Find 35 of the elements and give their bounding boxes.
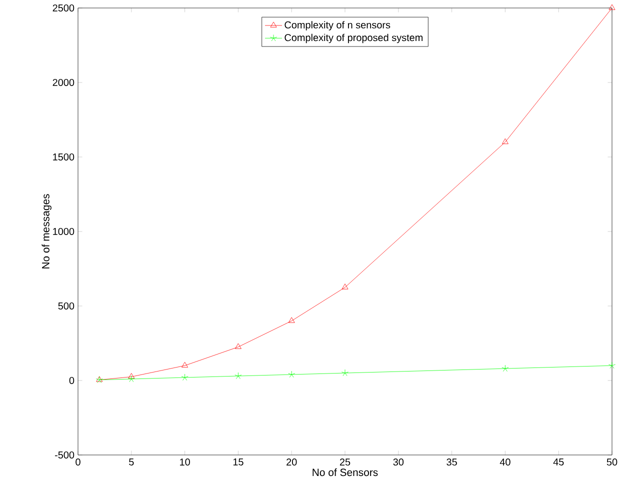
point xyxy=(341,369,349,376)
y-tick-label: 2500 xyxy=(52,4,74,12)
x-tick-label: 45 xyxy=(553,458,564,466)
y-tick-label: 0 xyxy=(69,376,74,384)
legend-label: Complexity of proposed system xyxy=(284,34,423,44)
legend-label: Complexity of n sensors xyxy=(284,21,390,30)
x-tick-label: 20 xyxy=(286,458,297,466)
y-tick-label: 1500 xyxy=(53,153,74,161)
x-tick-label: 30 xyxy=(393,458,404,466)
x-tick-label: 35 xyxy=(446,458,457,466)
point xyxy=(502,138,508,144)
point xyxy=(128,375,135,382)
point xyxy=(608,4,616,10)
point xyxy=(342,284,348,290)
y-tick-label: 500 xyxy=(58,302,74,310)
point xyxy=(288,370,296,378)
point xyxy=(234,372,242,380)
point xyxy=(234,343,242,349)
y-tick-label: 2000 xyxy=(52,78,74,86)
x-tick-label: 0 xyxy=(76,458,80,466)
x-tick-label: 5 xyxy=(129,458,134,466)
x-tick-label: 50 xyxy=(606,458,618,466)
point xyxy=(128,373,135,379)
x-tick-label: 15 xyxy=(233,458,244,466)
point xyxy=(182,362,188,368)
point xyxy=(181,374,188,381)
y-axis-title: No of messages xyxy=(42,194,52,268)
x-tick-label: 25 xyxy=(340,458,350,466)
y-tick-label: 1000 xyxy=(53,228,74,236)
x-tick-label: 40 xyxy=(500,458,510,466)
x-axis-title: No of Sensors xyxy=(312,468,378,476)
point xyxy=(288,317,295,323)
point xyxy=(502,364,509,372)
x-tick-label: 10 xyxy=(180,458,190,466)
y-tick-label: -500 xyxy=(54,451,74,459)
